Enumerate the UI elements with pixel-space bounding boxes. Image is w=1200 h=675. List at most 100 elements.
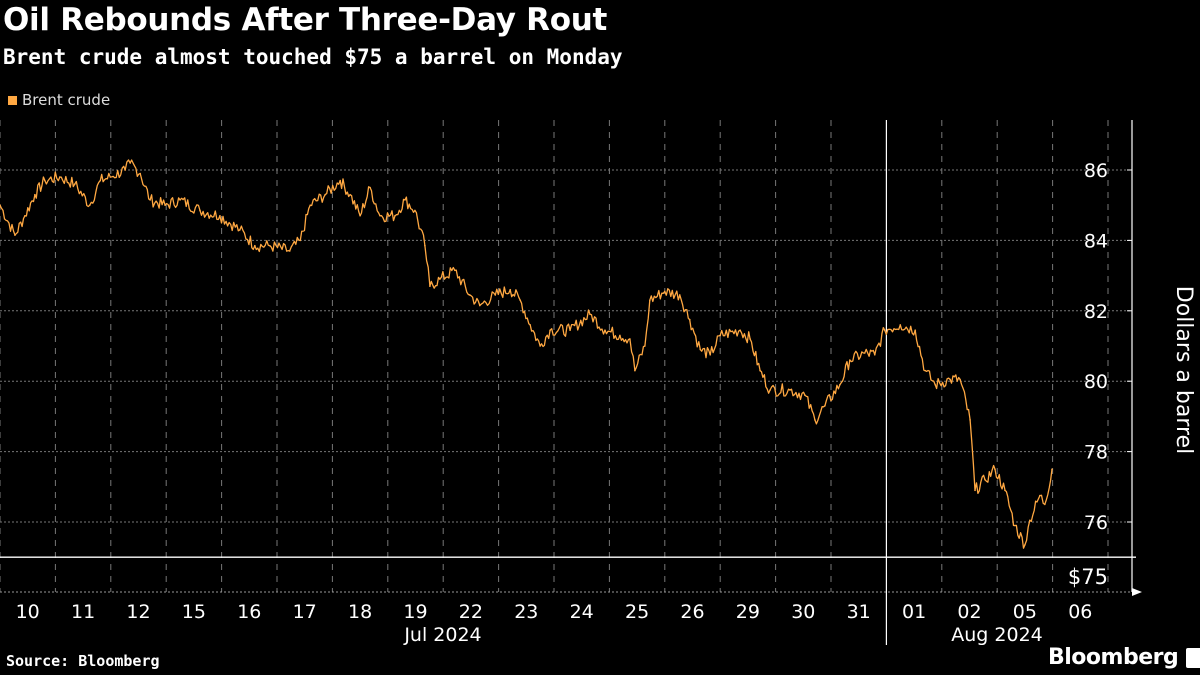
x-tick-label: 30 bbox=[791, 601, 815, 623]
x-tick-label: 17 bbox=[293, 601, 317, 623]
data-point bbox=[369, 186, 371, 189]
chart-title: Oil Rebounds After Three-Day Rout bbox=[3, 2, 608, 38]
y-tick-label: 78 bbox=[1084, 442, 1108, 464]
data-point bbox=[149, 199, 151, 201]
data-point bbox=[59, 176, 61, 178]
threshold-label: $75 bbox=[1068, 565, 1108, 589]
data-point bbox=[109, 176, 112, 178]
data-point bbox=[924, 369, 926, 372]
series-line-brent-crude bbox=[0, 159, 1053, 549]
data-point bbox=[688, 318, 691, 321]
x-tick-label: 02 bbox=[957, 601, 981, 623]
data-point bbox=[454, 269, 456, 272]
data-point bbox=[139, 172, 141, 175]
data-point bbox=[814, 419, 816, 421]
data-point bbox=[914, 329, 917, 331]
data-point bbox=[539, 345, 541, 347]
month-label: Aug 2024 bbox=[951, 624, 1043, 646]
data-point bbox=[873, 354, 876, 356]
data-point bbox=[883, 329, 886, 331]
y-tick-label: 80 bbox=[1084, 371, 1108, 393]
x-tick-label: 10 bbox=[16, 601, 40, 623]
data-point bbox=[749, 338, 751, 340]
data-point bbox=[974, 489, 976, 492]
x-tick-label: 29 bbox=[736, 601, 760, 623]
data-point bbox=[604, 329, 606, 331]
data-point bbox=[519, 299, 522, 302]
data-point bbox=[629, 338, 631, 340]
legend: Brent crude bbox=[8, 91, 110, 109]
data-point bbox=[644, 345, 646, 347]
data-point bbox=[959, 378, 961, 381]
x-tick-label: 26 bbox=[680, 601, 704, 623]
x-tick-label: 15 bbox=[182, 601, 206, 623]
data-point bbox=[769, 389, 771, 391]
data-point bbox=[254, 244, 256, 247]
data-point bbox=[899, 324, 902, 326]
y-axis-label: Dollars a barrel bbox=[1171, 286, 1196, 454]
data-point bbox=[73, 183, 76, 185]
data-point bbox=[1024, 544, 1026, 546]
data-point bbox=[863, 352, 866, 354]
data-point bbox=[219, 214, 221, 217]
data-point bbox=[179, 199, 181, 201]
data-point bbox=[549, 329, 551, 331]
bloomberg-logo: Bloomberg bbox=[1048, 645, 1200, 670]
x-tick-label: 23 bbox=[514, 601, 538, 623]
x-axis-arrow-icon bbox=[1132, 588, 1142, 596]
data-point bbox=[439, 278, 441, 280]
data-point bbox=[709, 354, 712, 356]
data-point bbox=[529, 324, 531, 326]
data-point bbox=[494, 294, 497, 296]
data-point bbox=[0, 204, 1, 206]
data-point bbox=[634, 369, 636, 372]
data-point bbox=[699, 348, 702, 351]
data-point bbox=[239, 229, 241, 231]
data-point bbox=[34, 193, 36, 196]
data-point bbox=[404, 199, 406, 201]
data-point bbox=[759, 369, 761, 372]
data-point bbox=[199, 209, 201, 212]
data-point bbox=[14, 234, 16, 236]
data-point bbox=[24, 214, 26, 217]
data-point bbox=[288, 250, 291, 252]
source-note: Source: Bloomberg bbox=[6, 652, 160, 670]
data-point bbox=[88, 204, 91, 206]
data-point bbox=[339, 179, 341, 182]
data-point bbox=[589, 313, 591, 316]
y-tick-label: 84 bbox=[1084, 230, 1108, 252]
x-tick-label: 16 bbox=[237, 601, 261, 623]
x-tick-label: 06 bbox=[1068, 601, 1092, 623]
data-point bbox=[984, 478, 986, 481]
y-tick-label: 86 bbox=[1084, 160, 1108, 182]
data-point bbox=[124, 169, 127, 171]
data-point bbox=[349, 193, 351, 196]
data-point bbox=[1004, 489, 1006, 492]
month-label: Jul 2024 bbox=[403, 624, 481, 646]
brand-text: Bloomberg bbox=[1048, 645, 1179, 670]
data-point bbox=[478, 304, 481, 307]
data-point bbox=[359, 214, 361, 217]
data-point bbox=[394, 214, 396, 217]
data-point bbox=[509, 288, 512, 291]
data-point bbox=[1039, 494, 1041, 497]
x-tick-label: 01 bbox=[902, 601, 926, 623]
data-point bbox=[429, 285, 431, 287]
data-point bbox=[414, 209, 416, 212]
data-point bbox=[299, 239, 302, 242]
data-point bbox=[969, 419, 971, 421]
data-point bbox=[719, 334, 721, 337]
x-tick-label: 25 bbox=[625, 601, 649, 623]
bloomberg-chart-icon bbox=[1186, 647, 1200, 668]
x-tick-label: 18 bbox=[348, 601, 372, 623]
legend-swatch-brent bbox=[8, 95, 17, 105]
data-point bbox=[99, 179, 102, 182]
data-point bbox=[934, 383, 936, 386]
y-tick-label: 76 bbox=[1084, 512, 1108, 534]
data-point bbox=[468, 294, 471, 296]
data-point bbox=[739, 329, 741, 331]
data-point bbox=[649, 299, 651, 302]
data-point bbox=[994, 468, 996, 471]
data-point bbox=[164, 204, 166, 206]
